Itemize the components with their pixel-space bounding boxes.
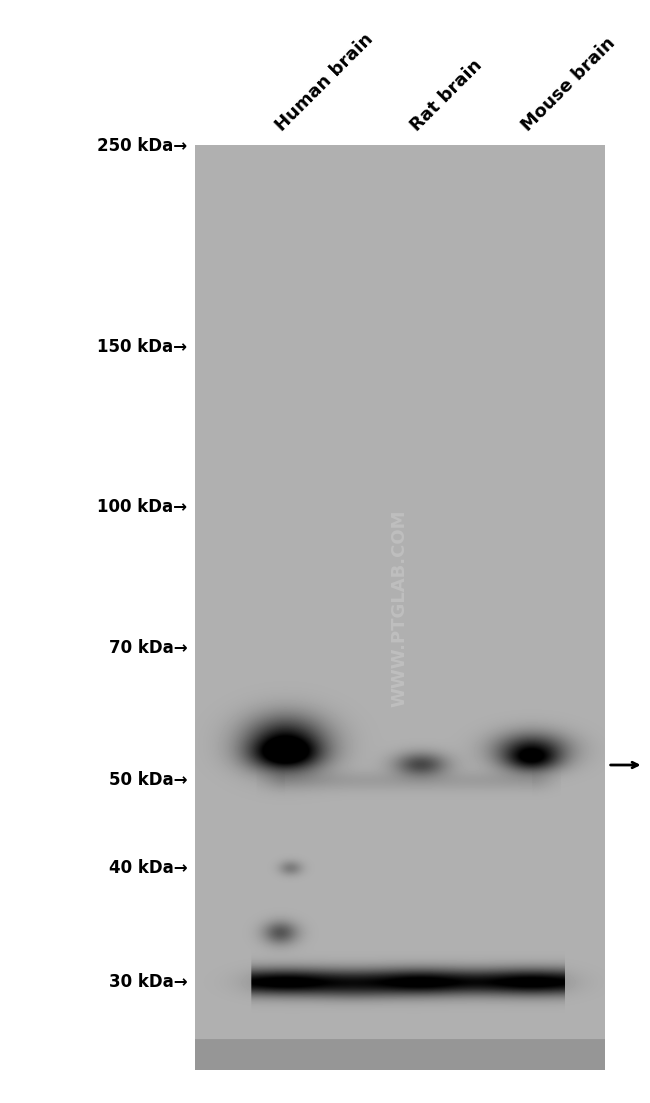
Text: Mouse brain: Mouse brain	[518, 34, 619, 135]
Text: 40 kDa→: 40 kDa→	[109, 859, 187, 878]
Bar	[195, 146, 604, 1070]
Text: Rat brain: Rat brain	[408, 56, 486, 135]
Text: WWW.PTGLAB.COM: WWW.PTGLAB.COM	[391, 510, 409, 707]
Text: 70 kDa→: 70 kDa→	[109, 639, 187, 656]
Text: Human brain: Human brain	[272, 30, 377, 135]
Text: 250 kDa→: 250 kDa→	[97, 137, 187, 154]
Text: 50 kDa→: 50 kDa→	[109, 771, 187, 790]
Text: 150 kDa→: 150 kDa→	[98, 339, 187, 356]
Text: 30 kDa→: 30 kDa→	[109, 973, 187, 990]
Text: 100 kDa→: 100 kDa→	[98, 499, 187, 516]
